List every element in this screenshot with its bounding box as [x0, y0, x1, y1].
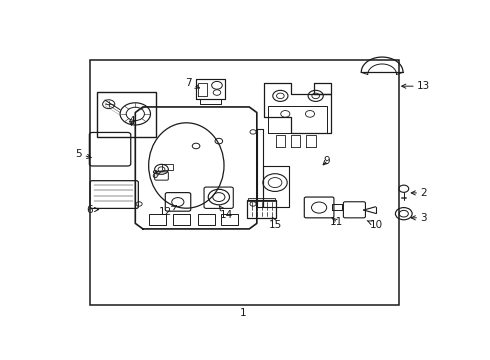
Bar [248, 198, 275, 201]
Text: 12: 12 [159, 206, 176, 217]
Text: 14: 14 [220, 206, 233, 220]
Text: 9: 9 [323, 156, 330, 166]
Text: 3: 3 [411, 213, 427, 223]
Text: 1: 1 [240, 309, 247, 319]
Text: 8: 8 [151, 170, 162, 180]
Bar [148, 214, 166, 225]
Bar [173, 214, 190, 225]
Bar [98, 92, 156, 138]
Bar [90, 60, 399, 305]
Bar [162, 164, 172, 170]
Text: 15: 15 [269, 217, 282, 230]
Bar [220, 214, 238, 225]
Text: 2: 2 [411, 188, 427, 198]
Bar [198, 214, 215, 225]
Text: 11: 11 [330, 217, 343, 227]
Text: 5: 5 [75, 149, 91, 159]
Text: 6: 6 [86, 204, 98, 215]
Text: 4: 4 [128, 116, 135, 126]
Text: 10: 10 [367, 220, 383, 230]
Bar [247, 200, 276, 218]
Text: 13: 13 [402, 81, 431, 91]
Text: 7: 7 [185, 78, 199, 89]
